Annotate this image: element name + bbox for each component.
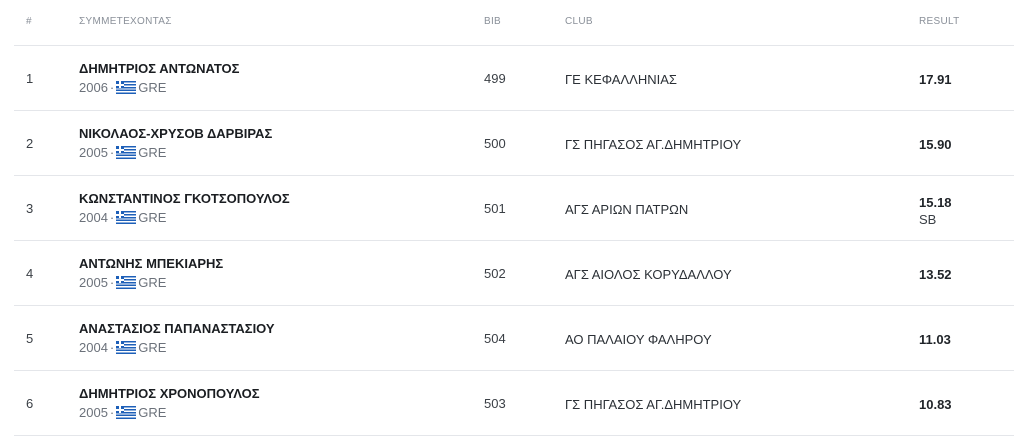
club-cell[interactable]: ΑΟ ΠΑΛΑΙΟΥ ΦΑΛΗΡΟΥ xyxy=(565,332,712,347)
separator: · xyxy=(109,275,115,290)
bib-cell: 504 xyxy=(484,331,506,346)
country-code: GRE xyxy=(138,145,167,160)
birth-year: 2005 xyxy=(79,275,108,290)
bib-cell: 503 xyxy=(484,396,506,411)
country-code: GRE xyxy=(138,340,167,355)
table-header: # ΣΥΜΜΕΤΕΧΟΝΤΑΣ BIB CLUB RESULT xyxy=(14,0,1014,46)
separator: · xyxy=(109,210,115,225)
athlete-meta: 2004 · GRE xyxy=(79,340,275,355)
greece-flag-icon xyxy=(116,276,137,289)
result-cell: 15.90 xyxy=(919,137,952,152)
birth-year: 2004 xyxy=(79,340,108,355)
club-cell[interactable]: ΑΓΣ ΑΡΙΩΝ ΠΑΤΡΩΝ xyxy=(565,202,689,217)
club-cell[interactable]: ΓΕ ΚΕΦΑΛΛΗΝΙΑΣ xyxy=(565,72,677,87)
bib-cell: 502 xyxy=(484,266,506,281)
country-code: GRE xyxy=(138,405,167,420)
bib-cell: 499 xyxy=(484,71,506,86)
bib-cell: 500 xyxy=(484,136,506,151)
table-body: 1 ΔΗΜΗΤΡΙΟΣ ΑΝΤΩΝΑΤΟΣ 2006 · GRE 499 ΓΕ ΚΕΦΑΛΛ… xyxy=(14,46,1014,436)
separator: · xyxy=(109,405,115,420)
table-row[interactable]: 1 ΔΗΜΗΤΡΙΟΣ ΑΝΤΩΝΑΤΟΣ 2006 · GRE 499 ΓΕ ΚΕΦΑΛΛ… xyxy=(14,46,1014,111)
table-row[interactable]: 6 ΔΗΜΗΤΡΙΟΣ ΧΡΟΝΟΠΟΥΛΟΣ 2005 · GRE 503 ΓΣ ΠΗΓΑ… xyxy=(14,371,1014,436)
result-cell: 15.18 SB xyxy=(919,195,952,227)
result-note: SB xyxy=(919,212,937,227)
athlete-cell: ΝΙΚΟΛΑΟΣ-ΧΡΥΣΟΒ ΔΑΡΒΙΡΑΣ 2005 · GRE xyxy=(79,126,272,160)
athlete-meta: 2006 · GRE xyxy=(79,80,239,95)
greece-flag-icon xyxy=(116,406,137,419)
rank-cell: 6 xyxy=(26,396,34,411)
athlete-cell: ΑΝΑΣΤΑΣΙΟΣ ΠΑΠΑΝΑΣΤΑΣΙΟΥ 2004 · GRE xyxy=(79,321,275,355)
athlete-name-link[interactable]: ΑΝΑΣΤΑΣΙΟΣ ΠΑΠΑΝΑΣΤΑΣΙΟΥ xyxy=(79,321,275,336)
result-value: 10.83 xyxy=(919,397,952,412)
result-cell: 11.03 xyxy=(919,332,951,347)
result-value: 13.52 xyxy=(919,267,952,282)
country-code: GRE xyxy=(138,210,167,225)
result-cell: 13.52 xyxy=(919,267,952,282)
athlete-meta: 2004 · GRE xyxy=(79,210,290,225)
country-code: GRE xyxy=(138,275,167,290)
table-row[interactable]: 4 ΑΝΤΩΝΗΣ ΜΠΕΚΙΑΡΗΣ 2005 · GRE 502 ΑΓΣ ΑΙΟΛΟΣ … xyxy=(14,241,1014,306)
birth-year: 2006 xyxy=(79,80,108,95)
result-cell: 10.83 xyxy=(919,397,952,412)
birth-year: 2005 xyxy=(79,145,108,160)
club-cell[interactable]: ΓΣ ΠΗΓΑΣΟΣ ΑΓ.ΔΗΜΗΤΡΙΟΥ xyxy=(565,137,742,152)
club-cell[interactable]: ΓΣ ΠΗΓΑΣΟΣ ΑΓ.ΔΗΜΗΤΡΙΟΥ xyxy=(565,397,742,412)
result-value: 15.90 xyxy=(919,137,952,152)
separator: · xyxy=(109,145,115,160)
header-athlete[interactable]: ΣΥΜΜΕΤΕΧΟΝΤΑΣ xyxy=(79,16,172,27)
birth-year: 2005 xyxy=(79,405,108,420)
greece-flag-icon xyxy=(116,341,137,354)
athlete-name-link[interactable]: ΚΩΝΣΤΑΝΤΙΝΟΣ ΓΚΟΤΣΟΠΟΥΛΟΣ xyxy=(79,191,290,206)
separator: · xyxy=(109,340,115,355)
birth-year: 2004 xyxy=(79,210,108,225)
rank-cell: 2 xyxy=(26,136,34,151)
results-table: # ΣΥΜΜΕΤΕΧΟΝΤΑΣ BIB CLUB RESULT 1 ΔΗΜΗΤΡΙ… xyxy=(14,0,1014,436)
table-row[interactable]: 2 ΝΙΚΟΛΑΟΣ-ΧΡΥΣΟΒ ΔΑΡΒΙΡΑΣ 2005 · GRE 500 ΓΣ Π… xyxy=(14,111,1014,176)
athlete-name-link[interactable]: ΝΙΚΟΛΑΟΣ-ΧΡΥΣΟΒ ΔΑΡΒΙΡΑΣ xyxy=(79,126,273,141)
header-club[interactable]: CLUB xyxy=(565,16,593,27)
athlete-cell: ΑΝΤΩΝΗΣ ΜΠΕΚΙΑΡΗΣ 2005 · GRE xyxy=(79,256,223,290)
athlete-cell: ΔΗΜΗΤΡΙΟΣ ΧΡΟΝΟΠΟΥΛΟΣ 2005 · GRE xyxy=(79,386,260,420)
greece-flag-icon xyxy=(116,211,137,224)
rank-cell: 4 xyxy=(26,266,34,281)
result-value: 17.91 xyxy=(919,72,952,87)
athlete-name-link[interactable]: ΑΝΤΩΝΗΣ ΜΠΕΚΙΑΡΗΣ xyxy=(79,256,224,271)
result-value: 11.03 xyxy=(919,332,951,347)
rank-cell: 1 xyxy=(26,71,34,86)
table-row[interactable]: 3 ΚΩΝΣΤΑΝΤΙΝΟΣ ΓΚΟΤΣΟΠΟΥΛΟΣ 2004 · GRE 501 ΑΓΣ… xyxy=(14,176,1014,241)
table-row[interactable]: 5 ΑΝΑΣΤΑΣΙΟΣ ΠΑΠΑΝΑΣΤΑΣΙΟΥ 2004 · GRE 504 ΑΟ Π… xyxy=(14,306,1014,371)
club-cell[interactable]: ΑΓΣ ΑΙΟΛΟΣ ΚΟΡΥΔΑΛΛΟΥ xyxy=(565,267,732,282)
country-code: GRE xyxy=(138,80,167,95)
greece-flag-icon xyxy=(116,81,137,94)
athlete-meta: 2005 · GRE xyxy=(79,405,260,420)
header-bib[interactable]: BIB xyxy=(484,16,502,27)
header-rank: # xyxy=(26,16,32,27)
header-result[interactable]: RESULT xyxy=(919,16,960,27)
athlete-meta: 2005 · GRE xyxy=(79,275,223,290)
athlete-name-link[interactable]: ΔΗΜΗΤΡΙΟΣ ΧΡΟΝΟΠΟΥΛΟΣ xyxy=(79,386,260,401)
athlete-name-link[interactable]: ΔΗΜΗΤΡΙΟΣ ΑΝΤΩΝΑΤΟΣ xyxy=(79,61,240,76)
athlete-cell: ΚΩΝΣΤΑΝΤΙΝΟΣ ΓΚΟΤΣΟΠΟΥΛΟΣ 2004 · GRE xyxy=(79,191,290,225)
athlete-meta: 2005 · GRE xyxy=(79,145,272,160)
rank-cell: 3 xyxy=(26,201,34,216)
result-cell: 17.91 xyxy=(919,72,952,87)
greece-flag-icon xyxy=(116,146,137,159)
athlete-cell: ΔΗΜΗΤΡΙΟΣ ΑΝΤΩΝΑΤΟΣ 2006 · GRE xyxy=(79,61,239,95)
separator: · xyxy=(109,80,115,95)
rank-cell: 5 xyxy=(26,331,34,346)
bib-cell: 501 xyxy=(484,201,506,216)
result-value: 15.18 xyxy=(919,195,952,210)
